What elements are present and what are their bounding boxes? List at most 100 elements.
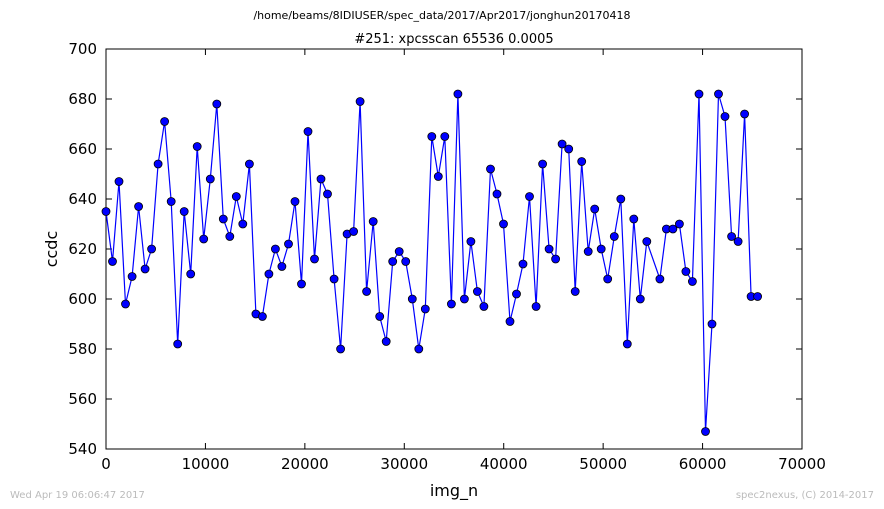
data-point (362, 287, 372, 296)
data-point (108, 257, 117, 266)
data-file-path: /home/beams/8IDIUSER/spec_data/2017/Apr2… (253, 9, 630, 22)
data-point (466, 237, 476, 246)
data-point (225, 232, 235, 241)
data-point (551, 254, 560, 264)
data-point (486, 164, 495, 174)
data-point (655, 274, 665, 284)
x-tick-label: 50000 (579, 455, 627, 473)
data-point (368, 217, 378, 226)
chart-title: #251: xpcsscan 65536 0.0005 (354, 32, 553, 47)
x-axis-label: img_n (430, 481, 478, 501)
data-point (688, 277, 697, 286)
data-point (394, 247, 404, 256)
data-point (499, 219, 508, 229)
data-point (596, 244, 606, 254)
y-tick-label: 560 (68, 390, 97, 408)
data-point (297, 279, 306, 289)
data-point (668, 224, 678, 234)
x-tick-label: 30000 (380, 455, 428, 473)
data-point (290, 197, 300, 206)
y-tick-label: 580 (68, 340, 97, 358)
data-point (694, 89, 704, 99)
data-point (427, 132, 437, 141)
data-point (166, 197, 176, 206)
footer-timestamp: Wed Apr 19 06:06:47 2017 (10, 490, 145, 501)
data-point (675, 219, 684, 229)
data-point (583, 247, 593, 256)
data-point (264, 269, 274, 279)
data-point (218, 214, 228, 224)
data-point (355, 97, 365, 106)
data-point (440, 132, 450, 141)
data-point (114, 177, 124, 186)
x-tick-label: 60000 (679, 455, 727, 473)
data-point (192, 142, 202, 151)
data-point (277, 262, 287, 271)
data-point (538, 159, 547, 169)
data-point (740, 109, 749, 119)
series-line (105, 93, 758, 432)
data-point (323, 189, 332, 199)
data-point (629, 214, 639, 224)
data-point (349, 227, 359, 236)
data-point (603, 274, 613, 284)
data-point (433, 172, 443, 181)
data-point (733, 237, 743, 246)
y-tick-labels: 540 560 580 600 620 640 660 680 700 (68, 40, 97, 458)
data-point (257, 312, 267, 321)
x-tick-label: 10000 (182, 455, 230, 473)
x-tick-label: 0 (101, 455, 111, 473)
data-point (388, 257, 398, 266)
data-point (381, 337, 391, 346)
data-point (238, 219, 248, 229)
data-point (134, 202, 144, 211)
data-point (231, 192, 241, 201)
data-point (205, 174, 215, 184)
data-point (753, 292, 762, 301)
data-point (316, 174, 326, 184)
data-point (179, 207, 189, 216)
y-axis-label: ccdc (42, 231, 61, 268)
data-point (401, 257, 411, 266)
data-point (186, 269, 196, 279)
data-point (101, 207, 111, 216)
data-point (707, 319, 717, 329)
y-tick-label: 640 (68, 190, 97, 208)
data-point (681, 267, 691, 276)
data-point (492, 189, 502, 199)
data-point (642, 237, 652, 246)
data-point (140, 264, 150, 274)
data-point (121, 299, 130, 309)
data-point (375, 312, 385, 321)
y-tick-label: 680 (68, 90, 97, 108)
data-point (714, 89, 723, 99)
x-tick-labels: 0 10000 20000 30000 40000 50000 60000 70000 (101, 455, 826, 473)
data-point (564, 144, 574, 154)
data-point (284, 239, 293, 249)
data-point (472, 287, 482, 296)
y-tick-label: 540 (68, 440, 97, 458)
x-tick-label: 70000 (778, 455, 826, 473)
y-tick-label: 600 (68, 290, 97, 308)
data-point (727, 232, 736, 241)
data-point (446, 299, 456, 309)
data-point (153, 159, 163, 169)
data-point (557, 139, 567, 149)
y-tick-label: 660 (68, 140, 97, 158)
data-point (609, 232, 619, 241)
data-point (459, 294, 469, 304)
data-point (701, 427, 710, 436)
data-point (244, 159, 254, 169)
data-point (420, 304, 430, 314)
data-point (720, 112, 730, 121)
y-tick-label: 700 (68, 40, 97, 58)
data-point (512, 289, 521, 299)
data-point (199, 234, 209, 244)
axis-ticks (105, 48, 803, 450)
plot-area-frame (105, 48, 803, 450)
data-point (310, 254, 319, 264)
data-point (336, 344, 346, 354)
y-tick-label: 620 (68, 240, 97, 258)
series-markers (101, 89, 762, 436)
